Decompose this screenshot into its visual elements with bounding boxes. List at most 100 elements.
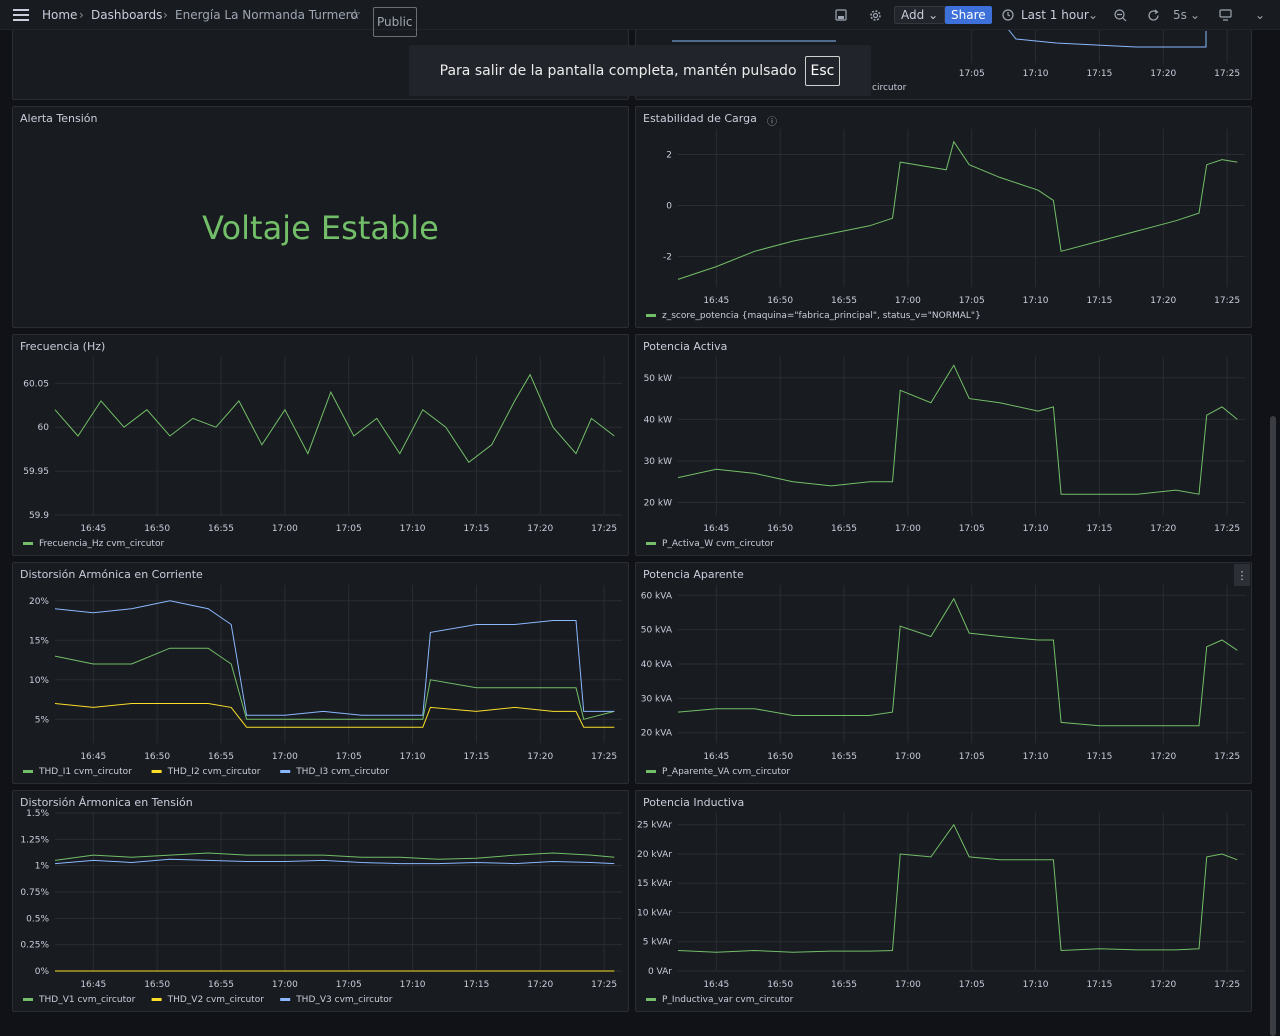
x-tick-label: 17:15 bbox=[463, 524, 489, 534]
gear-icon[interactable] bbox=[866, 0, 884, 30]
x-tick-label: 17:00 bbox=[272, 524, 298, 534]
page-scrollbar[interactable] bbox=[1268, 30, 1278, 1036]
legend-swatch bbox=[23, 542, 33, 545]
legend-label[interactable]: P_Aparente_VA cvm_circutor bbox=[662, 767, 790, 777]
x-tick-label: 17:05 bbox=[959, 524, 985, 534]
y-tick-label: 2 bbox=[666, 150, 672, 160]
legend-swatch bbox=[23, 770, 33, 773]
legend-label[interactable]: P_Inductiva_var cvm_circutor bbox=[662, 995, 794, 1005]
legend-label[interactable]: P_Activa_W cvm_circutor bbox=[662, 539, 774, 549]
x-tick-label: 17:25 bbox=[1214, 524, 1240, 534]
x-tick-label: 16:50 bbox=[144, 752, 170, 762]
y-tick-label: 0.75% bbox=[20, 888, 49, 898]
legend-label: circutor bbox=[872, 83, 907, 93]
y-tick-label: 10 kVAr bbox=[637, 908, 672, 918]
x-tick-label: 17:15 bbox=[1086, 296, 1112, 306]
x-tick-label: 17:25 bbox=[591, 980, 617, 990]
legend-swatch bbox=[280, 998, 291, 1001]
breadcrumb-dashboards[interactable]: Dashboards bbox=[91, 8, 163, 22]
y-tick-label: 40 kVA bbox=[641, 660, 673, 670]
chevron-down-icon: ⌄ bbox=[928, 8, 939, 22]
y-tick-label: 30 kW bbox=[644, 457, 673, 467]
breadcrumb-home[interactable]: Home bbox=[42, 8, 78, 22]
x-tick-label: 16:50 bbox=[767, 752, 793, 762]
tv-mode-icon[interactable] bbox=[1216, 0, 1234, 30]
x-tick-label: 16:45 bbox=[80, 752, 106, 762]
dashboard-title: Energía La Normanda Turmero bbox=[175, 8, 358, 22]
x-tick-label: 17:15 bbox=[1086, 980, 1112, 990]
y-tick-label: 10% bbox=[29, 676, 49, 686]
x-tick-label: 17:05 bbox=[336, 524, 362, 534]
x-tick-label: 17:10 bbox=[400, 980, 426, 990]
y-tick-label: -2 bbox=[663, 252, 672, 262]
y-tick-label: 40 kW bbox=[644, 415, 673, 425]
zoom-out-icon[interactable] bbox=[1111, 0, 1129, 30]
panel-title: Estabilidad de Carga bbox=[643, 112, 757, 125]
save-icon[interactable] bbox=[832, 0, 850, 30]
scrollbar-thumb[interactable] bbox=[1270, 416, 1276, 1036]
x-tick-label: 17:20 bbox=[527, 524, 553, 534]
series-line bbox=[54, 647, 615, 720]
x-tick-label: 17:10 bbox=[1023, 296, 1049, 306]
panel-potencia-aparente: Potencia Aparente ⋮ 60 kVA 50 kVA 40 kVA 30… bbox=[635, 562, 1252, 784]
y-tick-label: 59.9 bbox=[29, 511, 49, 521]
menu-icon[interactable] bbox=[12, 0, 30, 30]
x-tick-label: 16:45 bbox=[80, 524, 106, 534]
panel-thd-tension: Distorsión Ármonica en Tensión 1.5% 1.25%… bbox=[12, 790, 629, 1012]
legend-label[interactable]: THD_V3 cvm_circutor bbox=[295, 995, 393, 1005]
legend-label[interactable]: THD_I1 cvm_circutor bbox=[38, 767, 132, 777]
panel-menu-icon[interactable]: ⋮ bbox=[1234, 564, 1250, 586]
x-tick-label: 17:25 bbox=[591, 752, 617, 762]
refresh-interval-picker[interactable]: 5s bbox=[1173, 8, 1187, 22]
legend-label[interactable]: THD_V2 cvm_circutor bbox=[167, 995, 265, 1005]
panel-frecuencia: Frecuencia (Hz) 60.05 60 59.95 59.9 16:45 16:… bbox=[12, 334, 629, 556]
legend-swatch bbox=[646, 542, 656, 545]
time-range-picker[interactable]: Last 1 hour bbox=[1021, 8, 1089, 22]
x-tick-label: 16:45 bbox=[703, 980, 729, 990]
partial-chart: 17:0517:1017:1517:2017:2517:3017:3517:40… bbox=[672, 27, 1240, 93]
chart-thd-corriente: 20% 15% 10% 5% 16:45 16:50 16:55 17:00 17:05 17:1… bbox=[23, 585, 622, 777]
x-tick-label: 16:45 bbox=[703, 524, 729, 534]
series-line bbox=[54, 852, 615, 861]
y-tick-label: 1.5% bbox=[26, 809, 49, 819]
x-tick-label: 17:05 bbox=[959, 69, 985, 79]
x-tick-label: 17:25 bbox=[1214, 296, 1240, 306]
chart-potencia-activa: 50 kW 40 kW 30 kW 20 kW 16:45 16:50 16:55 17:00… bbox=[644, 357, 1245, 549]
y-tick-label: 15% bbox=[29, 636, 49, 646]
x-tick-label: 16:50 bbox=[144, 980, 170, 990]
y-tick-label: 25 kVAr bbox=[637, 821, 672, 831]
x-tick-label: 17:10 bbox=[1023, 980, 1049, 990]
y-tick-label: 60 bbox=[38, 423, 50, 433]
legend-label[interactable]: z_score_potencia {maquina="fabrica_princ… bbox=[662, 311, 981, 321]
breadcrumb-separator: › bbox=[163, 8, 168, 22]
x-tick-label: 17:10 bbox=[1023, 69, 1049, 79]
x-tick-label: 17:20 bbox=[1150, 69, 1176, 79]
x-tick-label: 16:55 bbox=[208, 752, 234, 762]
legend-label[interactable]: THD_V1 cvm_circutor bbox=[38, 995, 136, 1005]
panel-title: Potencia Aparente bbox=[643, 568, 744, 581]
star-icon[interactable]: ☆ bbox=[348, 7, 362, 23]
x-tick-label: 16:55 bbox=[208, 524, 234, 534]
breadcrumb-separator: › bbox=[79, 8, 84, 22]
top-navbar: Home › Dashboards › Energía La Normanda … bbox=[0, 0, 1280, 37]
x-tick-label: 17:20 bbox=[527, 752, 553, 762]
x-tick-label: 16:55 bbox=[831, 980, 857, 990]
y-tick-label: 60.05 bbox=[23, 379, 49, 389]
info-icon[interactable]: ⓘ bbox=[767, 117, 777, 128]
x-tick-label: 17:20 bbox=[527, 980, 553, 990]
x-tick-label: 17:10 bbox=[400, 524, 426, 534]
series-line bbox=[54, 600, 615, 716]
chevron-down-icon[interactable]: ⌄ bbox=[1254, 8, 1266, 22]
add-button[interactable]: Add ⌄ bbox=[894, 6, 946, 24]
legend-label[interactable]: THD_I3 cvm_circutor bbox=[295, 767, 389, 777]
series-line bbox=[677, 597, 1238, 727]
refresh-icon[interactable] bbox=[1144, 0, 1162, 30]
share-button[interactable]: Share bbox=[945, 6, 992, 24]
x-tick-label: 17:25 bbox=[1214, 752, 1240, 762]
legend-label[interactable]: THD_I2 cvm_circutor bbox=[167, 767, 261, 777]
legend-label[interactable]: Frecuencia_Hz cvm_circutor bbox=[39, 539, 164, 549]
x-tick-label: 17:10 bbox=[1023, 524, 1049, 534]
y-tick-label: 0.5% bbox=[26, 914, 49, 924]
series-line bbox=[677, 140, 1238, 280]
y-tick-label: 15 kVAr bbox=[637, 879, 672, 889]
